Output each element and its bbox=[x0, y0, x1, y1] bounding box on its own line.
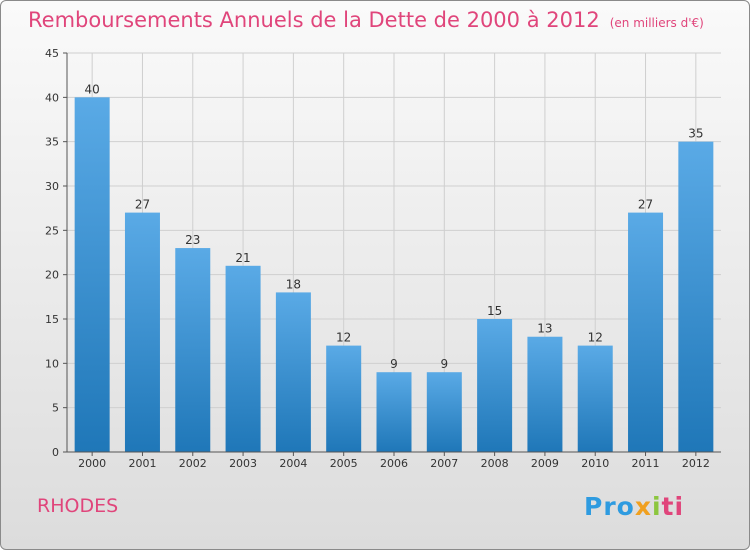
y-tick-label: 10 bbox=[45, 357, 59, 370]
bar-2010[interactable] bbox=[577, 345, 613, 452]
unit-text: (en milliers d'€) bbox=[609, 16, 704, 30]
proxiti-logo[interactable]: Proxiti bbox=[584, 492, 684, 521]
value-label-2003: 21 bbox=[235, 251, 250, 265]
value-label-2008: 15 bbox=[487, 304, 502, 318]
y-tick-label: 30 bbox=[45, 180, 59, 193]
x-tick-label-2007: 2007 bbox=[430, 457, 458, 470]
x-tick-label-2000: 2000 bbox=[78, 457, 106, 470]
value-label-2009: 13 bbox=[537, 322, 552, 336]
bar-2005[interactable] bbox=[326, 345, 362, 452]
value-label-2000: 40 bbox=[85, 82, 100, 96]
x-tick-label-2006: 2006 bbox=[380, 457, 408, 470]
bar-2002[interactable] bbox=[175, 248, 211, 452]
bar-2000[interactable] bbox=[74, 97, 110, 452]
value-label-2005: 12 bbox=[336, 331, 351, 345]
value-label-2004: 18 bbox=[286, 277, 301, 291]
y-tick-label: 15 bbox=[45, 313, 59, 326]
bar-2004[interactable] bbox=[275, 292, 311, 452]
bar-2003[interactable] bbox=[225, 265, 261, 452]
chart-title: Remboursements Annuels de la Dette de 20… bbox=[28, 8, 704, 32]
commune-name: RHODES bbox=[37, 495, 119, 517]
x-tick-label-2004: 2004 bbox=[279, 457, 307, 470]
logo-part-3: i bbox=[651, 492, 662, 521]
value-label-2012: 35 bbox=[688, 127, 703, 141]
y-tick-label: 35 bbox=[45, 136, 59, 149]
bar-2006[interactable] bbox=[376, 372, 412, 452]
bar-2009[interactable] bbox=[527, 336, 563, 452]
y-tick-label: 45 bbox=[45, 47, 59, 60]
x-tick-label-2003: 2003 bbox=[229, 457, 257, 470]
x-tick-label-2010: 2010 bbox=[581, 457, 609, 470]
y-tick-label: 25 bbox=[45, 224, 59, 237]
title-text: Remboursements Annuels de la Dette de 20… bbox=[28, 8, 600, 32]
bar-2008[interactable] bbox=[477, 319, 513, 452]
bar-2001[interactable] bbox=[124, 212, 160, 452]
x-tick-label-2005: 2005 bbox=[330, 457, 358, 470]
y-tick-label: 5 bbox=[52, 402, 59, 415]
y-tick-label: 20 bbox=[45, 269, 59, 282]
x-tick-label-2009: 2009 bbox=[531, 457, 559, 470]
bar-2011[interactable] bbox=[628, 212, 664, 452]
value-label-2006: 9 bbox=[390, 357, 398, 371]
x-tick-label-2002: 2002 bbox=[179, 457, 207, 470]
x-tick-label-2011: 2011 bbox=[632, 457, 660, 470]
bar-2012[interactable] bbox=[678, 141, 714, 452]
x-tick-label-2012: 2012 bbox=[682, 457, 710, 470]
value-label-2010: 12 bbox=[588, 331, 603, 345]
value-label-2011: 27 bbox=[638, 198, 653, 212]
bar-2007[interactable] bbox=[426, 372, 462, 452]
logo-part-2: x bbox=[634, 492, 652, 521]
axis-layer: 0 5 10 15 20 25 30 35 40 45 2000 2001 2002 2003 2004 20… bbox=[45, 47, 721, 470]
value-label-2007: 9 bbox=[440, 357, 448, 371]
bar-layer: 40 27 23 21 18 12 9 9 15 13 12 27 35 bbox=[74, 82, 714, 452]
y-tick-label: 40 bbox=[45, 91, 59, 104]
y-tick-label: 0 bbox=[52, 446, 59, 459]
value-label-2002: 23 bbox=[185, 233, 200, 247]
logo-part-1: Pro bbox=[584, 492, 635, 521]
x-tick-label-2001: 2001 bbox=[128, 457, 156, 470]
logo-part-4: ti bbox=[661, 492, 685, 521]
x-tick-label-2008: 2008 bbox=[481, 457, 509, 470]
value-label-2001: 27 bbox=[135, 198, 150, 212]
